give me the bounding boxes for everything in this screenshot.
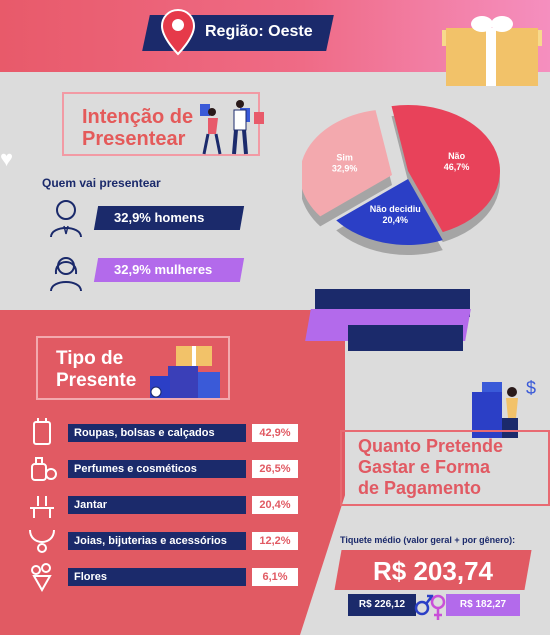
women-bar: 32,9% mulheres [93,258,245,282]
necklace-icon [29,529,55,553]
gender-symbols-icon [414,594,446,620]
pie-slice [302,110,392,217]
woman-icon [50,257,82,292]
intent-title-line2: Presentear [82,128,186,150]
pie-slice [391,105,500,233]
women-value: 32,9% mulheres [114,262,213,277]
category-label: Flores [68,568,246,586]
man-icon [50,200,82,238]
flowers-icon [31,563,52,592]
category-percent: 12,2% [252,532,298,550]
gift-type-title-line2: Presente [56,370,137,391]
category-label: Roupas, bolsas e calçados [68,424,246,442]
gift-stack-icon [150,346,220,398]
gift-type-title: Tipo de Presente [56,348,146,392]
gift-type-title-line1: Tipo de [56,348,124,369]
dinner-icon [30,496,54,518]
spending-title-line2: Gastar e Forma [358,457,491,477]
heart-icon: ♥ [0,146,14,171]
spending-title-frame [340,430,550,506]
gift-ribbon [486,28,496,86]
category-percent: 26,5% [252,460,298,478]
perfume-icon [31,457,57,481]
pie-slice [336,179,443,246]
pie-slice-label: Não decidiu [370,204,421,214]
category-percent: 6,1% [252,568,298,586]
intent-title-line1: Intenção de [82,106,194,128]
dress-icon [33,418,51,445]
category-label: Jantar [68,496,246,514]
spending-title-line3: de Pagamento [358,478,482,498]
pie-slice-value: 32,9% [332,163,358,173]
pie-slice-label: Sim [336,152,353,162]
male-ticket-value: R$ 226,12 [348,594,416,616]
svg-text:$: $ [526,378,536,398]
pie-slice-value: 46,7% [444,162,470,172]
ticket-label: Tiquete médio (valor geral + por gênero)… [340,535,516,545]
decor-bar [348,325,463,351]
pie-slice-label: Não [448,151,466,161]
gift-type-title-frame [36,336,230,400]
gift-bow-icon [471,16,513,32]
spending-title: Quanto Pretende Gastar e Forma de Pagame… [358,436,548,499]
pie-slice-value: 20,4% [383,215,409,225]
location-pin-icon [160,8,196,56]
spending-title-line1: Quanto Pretende [358,436,504,456]
female-ticket-value: R$ 182,27 [446,594,520,616]
intent-title: Intenção de Presentear [82,106,222,150]
category-percent: 20,4% [252,496,298,514]
shoppers-illustration-icon [200,100,264,155]
men-bar: 32,9% homens [93,206,245,230]
category-label: Perfumes e cosméticos [68,460,246,478]
who-label: Quem vai presentear [42,176,161,190]
men-value: 32,9% homens [114,210,205,225]
category-percent: 42,9% [252,424,298,442]
category-label: Joias, bijuterias e acessórios [68,532,246,550]
region-title: Região: Oeste [205,23,313,40]
ticket-value: R$ 203,74 [373,556,493,586]
